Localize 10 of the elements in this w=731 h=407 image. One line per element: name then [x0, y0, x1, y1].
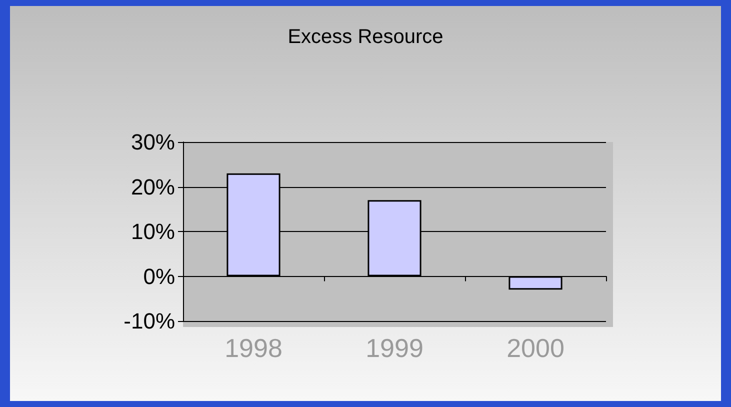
bar	[508, 276, 562, 290]
y-tick-label: 20%	[130, 174, 175, 200]
y-tick-label: 30%	[130, 130, 175, 154]
y-tick-label: -10%	[124, 308, 175, 334]
chart-title: Excess Resource	[288, 26, 444, 48]
x-tick-label: 1998	[224, 333, 282, 363]
y-tick-label: 10%	[130, 219, 175, 244]
x-tick-label: 1999	[366, 333, 424, 363]
y-tick-label: 0%	[143, 264, 175, 289]
x-tick-label: 2000	[506, 333, 564, 363]
